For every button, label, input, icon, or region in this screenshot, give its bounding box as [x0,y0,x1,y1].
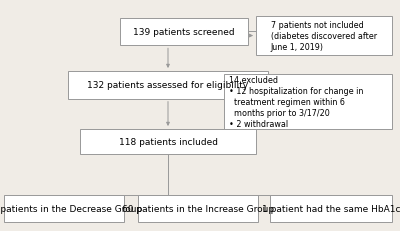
FancyBboxPatch shape [270,195,392,222]
Text: 7 patients not included
(diabetes discovered after
June 1, 2019): 7 patients not included (diabetes discov… [271,21,377,52]
Text: 132 patients assessed for eligibility: 132 patients assessed for eligibility [88,81,248,90]
FancyBboxPatch shape [4,195,124,222]
Text: 139 patients screened: 139 patients screened [133,28,235,37]
FancyBboxPatch shape [120,18,248,46]
Text: 118 patients included: 118 patients included [118,138,218,146]
Text: 1 patient had the same HbA1c: 1 patient had the same HbA1c [262,204,400,213]
FancyBboxPatch shape [224,75,392,129]
Text: 14 excluded
• 12 hospitalization for change in
  treatment regimen within 6
  mo: 14 excluded • 12 hospitalization for cha… [229,76,363,129]
Text: 60 patients in the Increase Group: 60 patients in the Increase Group [122,204,274,213]
FancyBboxPatch shape [68,72,268,99]
FancyBboxPatch shape [256,17,392,55]
FancyBboxPatch shape [138,195,258,222]
Text: 57 patients in the Decrease Group: 57 patients in the Decrease Group [0,204,142,213]
FancyBboxPatch shape [80,129,256,155]
